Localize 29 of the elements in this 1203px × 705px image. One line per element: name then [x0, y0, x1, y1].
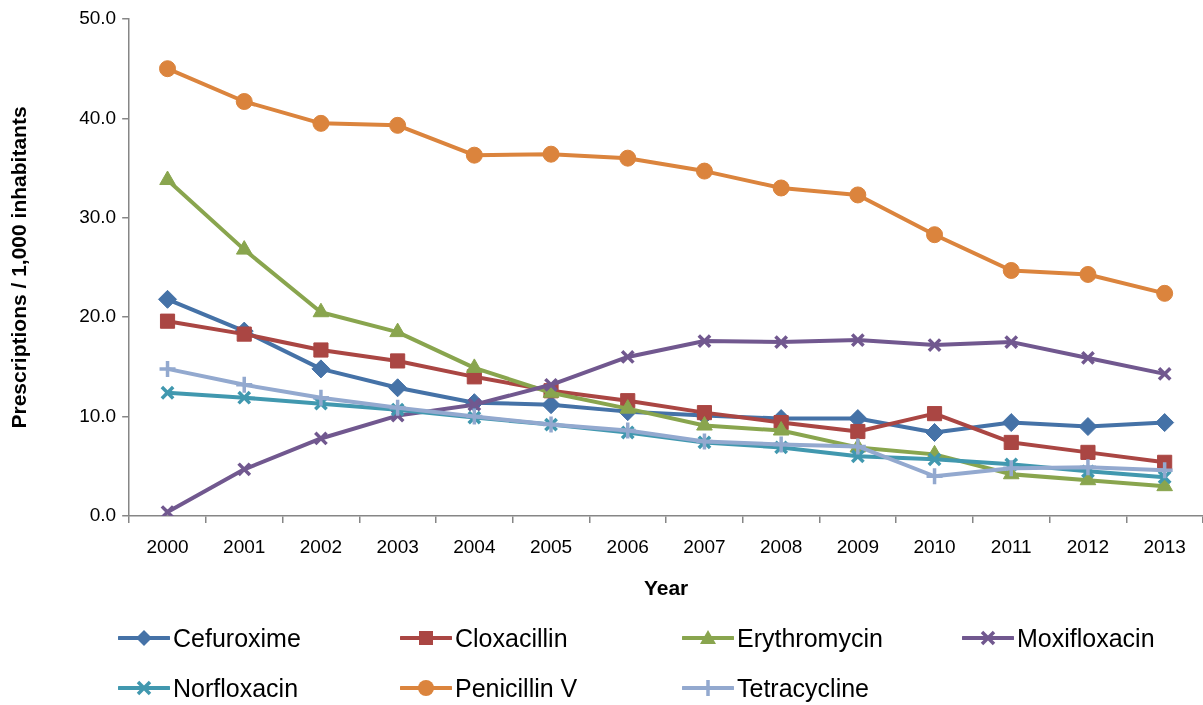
x-axis-title: Year [643, 576, 689, 600]
x-tick-label: 2012 [1066, 535, 1110, 557]
legend-label: Cloxacillin [455, 624, 568, 652]
legend-label: Moxifloxacin [1017, 624, 1155, 652]
x-tick-label: 2002 [299, 535, 343, 557]
y-tick-label: 30.0 [79, 206, 117, 228]
x-tick-label: 2007 [683, 535, 726, 557]
legend-label: Erythromycin [737, 624, 883, 652]
x-tick-label: 2000 [146, 535, 189, 557]
y-tick-label: 40.0 [79, 106, 117, 128]
x-tick-label: 2013 [1143, 535, 1186, 557]
y-axis-title: Prescriptions / 1,000 inhabitants [7, 106, 31, 429]
x-tick-label: 2008 [760, 535, 803, 557]
x-tick-label: 2004 [453, 535, 496, 557]
legend-label: Tetracycline [737, 674, 869, 702]
y-tick-label: 10.0 [79, 404, 117, 426]
x-tick-label: 2011 [990, 535, 1032, 557]
legend-label: Penicillin V [455, 674, 578, 702]
legend-label: Norfloxacin [173, 674, 299, 702]
x-tick-label: 2006 [606, 535, 649, 557]
x-tick-label: 2005 [529, 535, 573, 557]
y-tick-label: 20.0 [79, 305, 117, 327]
x-tick-label: 2009 [836, 535, 879, 557]
y-tick-label: 50.0 [79, 7, 117, 29]
x-tick-label: 2010 [913, 535, 956, 557]
legend-label: Cefuroxime [173, 624, 301, 652]
x-tick-label: 2001 [223, 535, 266, 557]
x-tick-label: 2003 [376, 535, 419, 557]
y-tick-label: 0.0 [89, 504, 117, 526]
